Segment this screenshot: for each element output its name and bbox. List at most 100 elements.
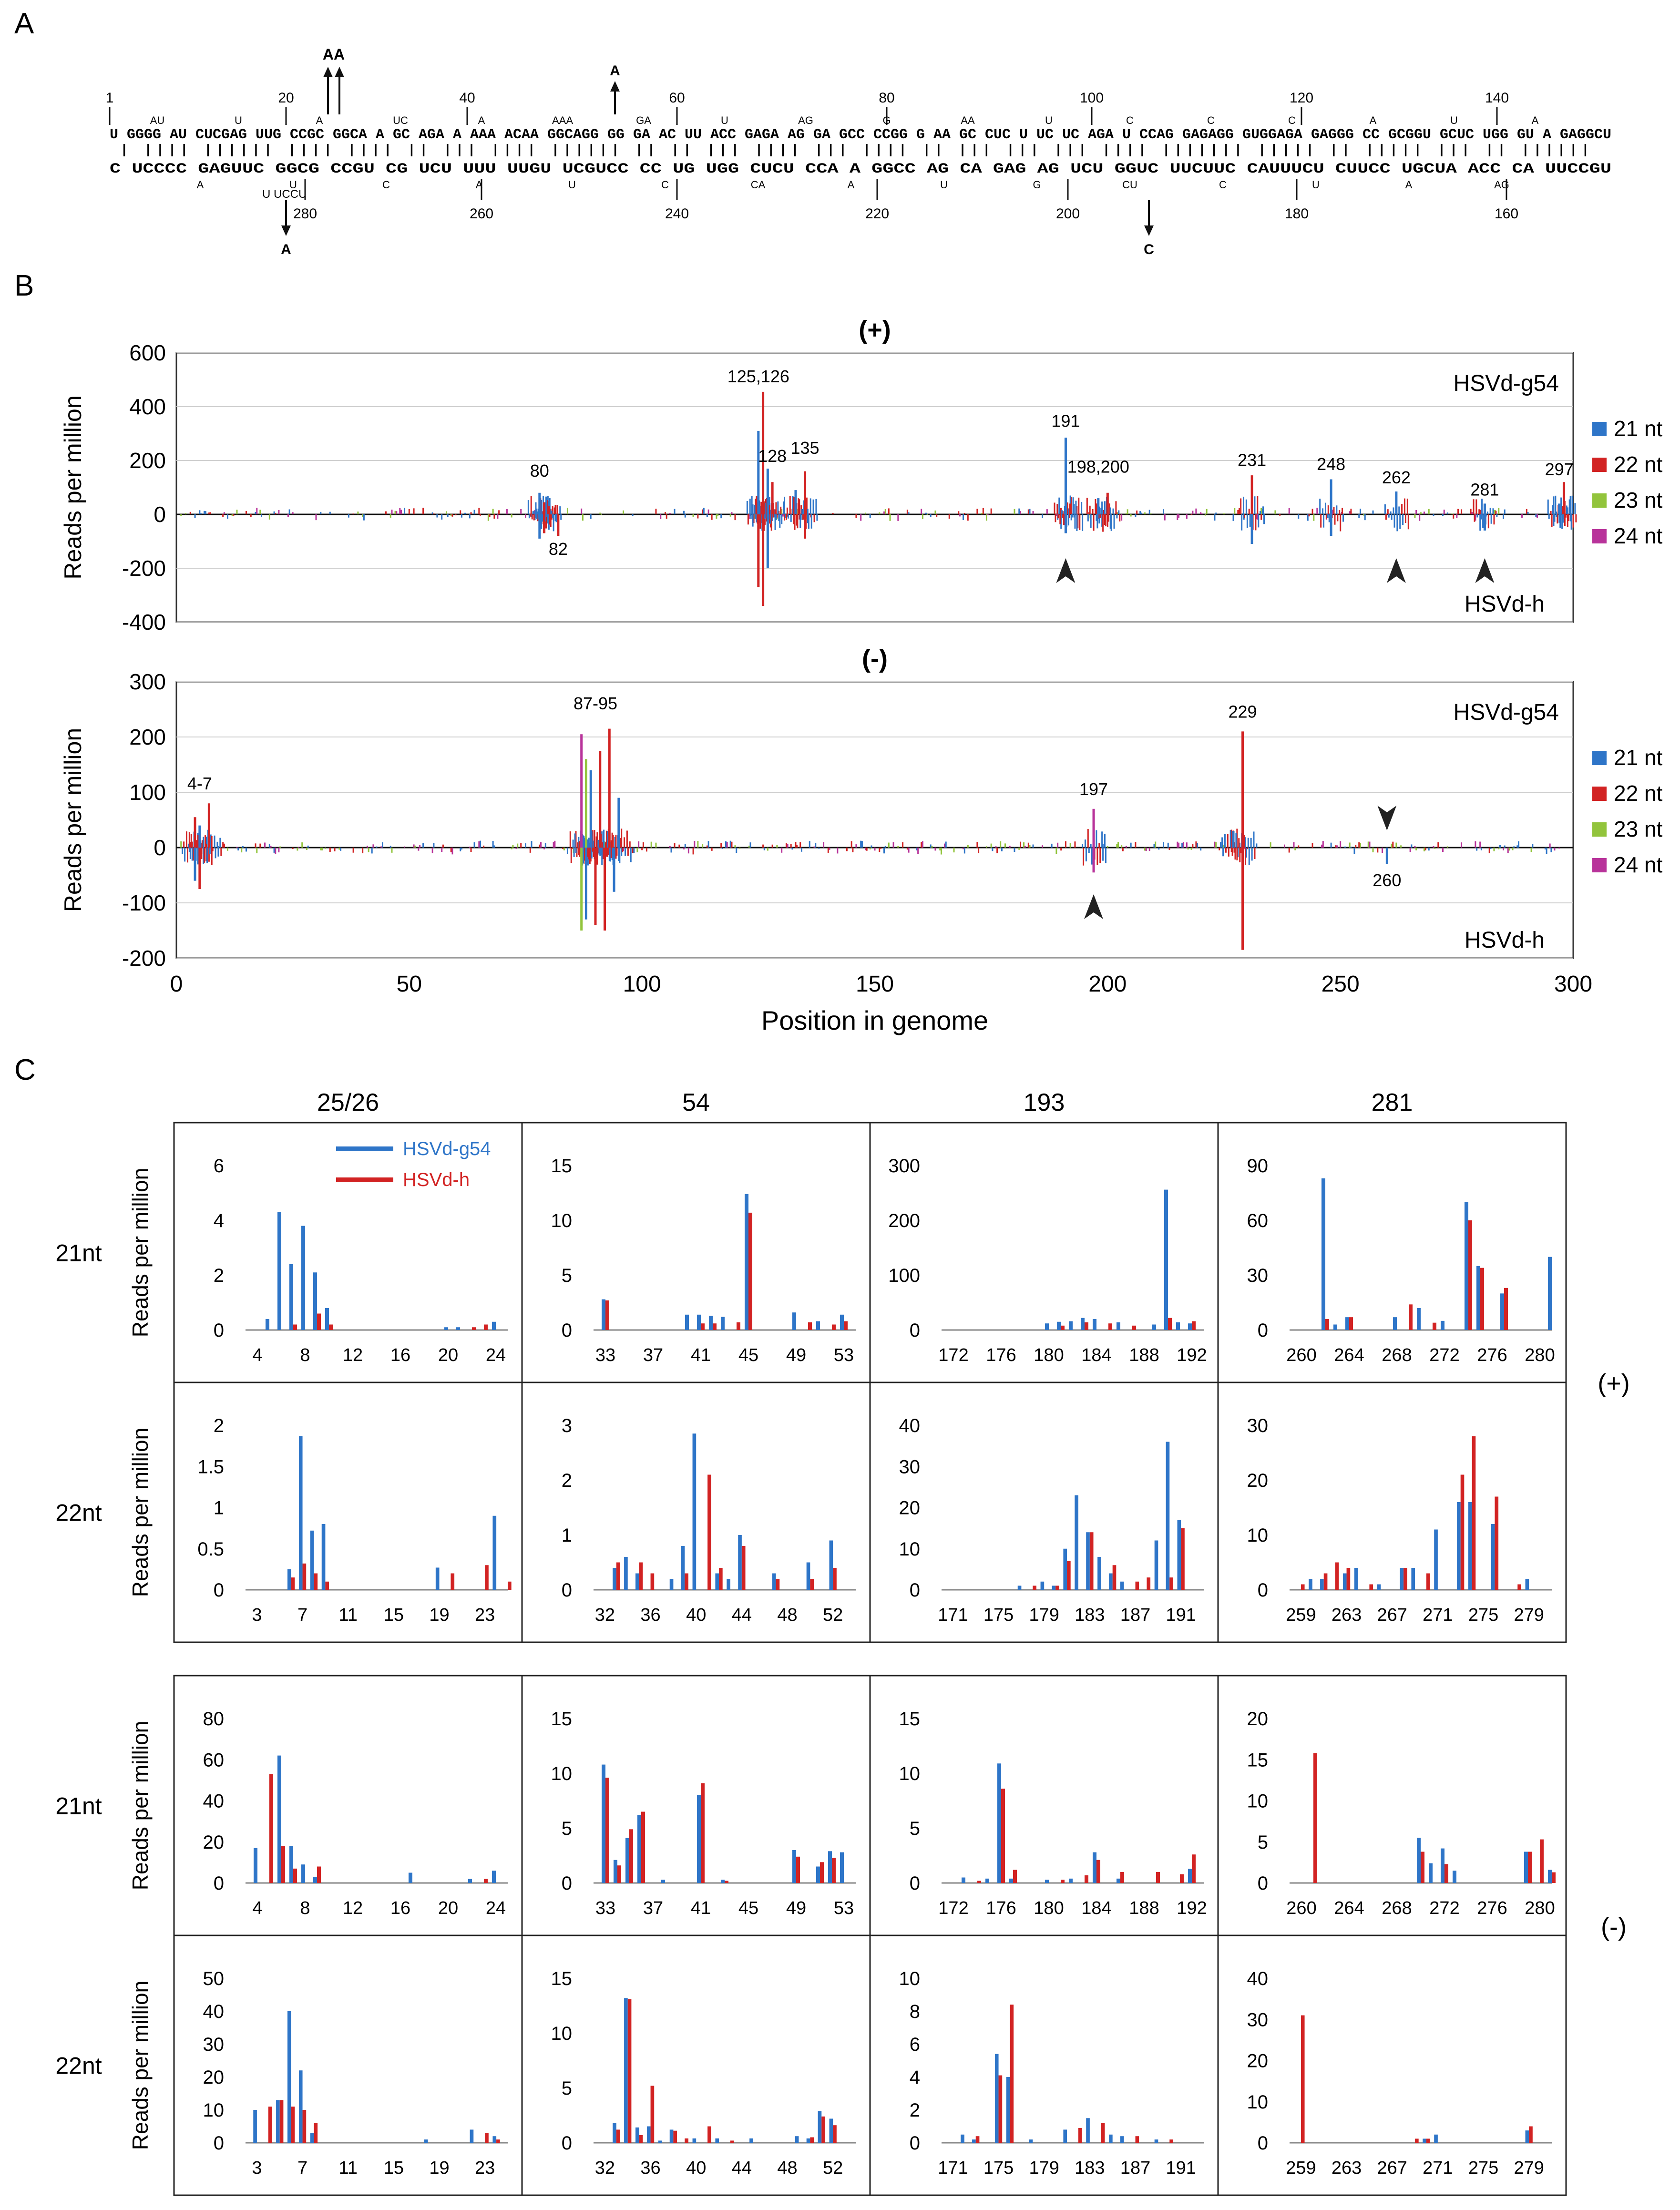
peak-annotation: 87-95 — [574, 694, 617, 713]
bar-hsvd-g54 — [1009, 1878, 1013, 1883]
bar-hsvd-h — [833, 1568, 837, 1590]
strand-title: (-) — [862, 645, 888, 673]
bar-hsvd-g54 — [1525, 1579, 1529, 1590]
bar-hsvd-g54 — [1453, 1871, 1456, 1883]
bar-hsvd-g54 — [806, 2138, 810, 2143]
y-tick-label: 80 — [203, 1709, 225, 1729]
y-tick-label: 0 — [562, 2133, 572, 2154]
bar-hsvd-g54 — [816, 1866, 820, 1883]
bar-hsvd-g54 — [492, 1515, 497, 1590]
y-tick-label: 200 — [129, 448, 166, 473]
bar-hsvd-g54 — [985, 1878, 989, 1883]
y-tick-label: 60 — [1247, 1210, 1269, 1231]
arrowhead-marker — [1386, 558, 1406, 583]
bar-hsvd-g54 — [669, 2129, 674, 2143]
top-position-number: 20 — [278, 90, 294, 106]
bar-hsvd-h — [650, 1573, 655, 1590]
bar-hsvd-h — [1301, 2015, 1305, 2143]
cell-frame — [173, 1122, 523, 1383]
cell-frame — [173, 1381, 523, 1643]
bar-hsvd-h — [1120, 1872, 1124, 1883]
bar-hsvd-h — [639, 1562, 643, 1590]
bar-hsvd-g54 — [681, 1546, 685, 1590]
bar-hsvd-g54 — [1069, 1878, 1073, 1883]
bar-hsvd-g54 — [1006, 2077, 1010, 2143]
bar-hsvd-h — [1013, 1870, 1017, 1883]
x-tick-label: 48 — [777, 1605, 797, 1625]
bar-hsvd-g54 — [997, 1763, 1001, 1883]
x-tick-label: 32 — [595, 2158, 615, 2178]
bar-hsvd-g54 — [1188, 1323, 1192, 1330]
bar-hsvd-h — [317, 1866, 321, 1883]
top-position-number: 40 — [459, 90, 475, 106]
y-tick-label: 0 — [910, 2133, 920, 2154]
x-tick-label: 172 — [938, 1898, 968, 1918]
x-tick-label: 8 — [300, 1898, 310, 1918]
x-tick-label: 275 — [1468, 2158, 1498, 2178]
bar-hsvd-g54 — [1086, 1532, 1090, 1590]
top-loop-base-label: C — [1207, 114, 1215, 126]
bar-hsvd-h — [810, 2137, 814, 2143]
bar-hsvd-g54 — [1093, 1319, 1096, 1330]
top-loop-base-label: U — [721, 114, 728, 126]
bar-hsvd-h — [832, 1858, 836, 1883]
bar-hsvd-g54 — [1081, 1318, 1085, 1330]
bar-hsvd-g54 — [1093, 1852, 1096, 1883]
x-tick-label: 184 — [1081, 1898, 1111, 1918]
y-tick-label: 15 — [1247, 1750, 1269, 1770]
x-tick-label: 53 — [834, 1345, 854, 1365]
bar-hsvd-h — [832, 1324, 836, 1330]
y-tick-label: 5 — [562, 1265, 572, 1286]
y-tick-label: 10 — [1247, 1525, 1269, 1546]
legend-label: 24 nt — [1614, 852, 1663, 877]
top-loop-base-label: GA — [636, 114, 651, 126]
legend-swatch — [1592, 858, 1607, 872]
bar-hsvd-g54 — [321, 1524, 326, 1590]
y-tick-label: -200 — [122, 556, 166, 581]
bar-hsvd-g54 — [1500, 1293, 1504, 1330]
bottom-loop-base-label: A — [848, 179, 855, 191]
bar-hsvd-h — [291, 2107, 295, 2143]
y-tick-label: 6 — [910, 2034, 920, 2055]
bar-hsvd-h — [821, 2116, 825, 2143]
panel-letter-a: A — [14, 7, 34, 40]
x-tick-label: 24 — [486, 1345, 506, 1365]
bar-hsvd-h — [844, 1321, 848, 1330]
top-position-number: 1 — [106, 90, 114, 106]
bar-hsvd-g54 — [254, 1848, 257, 1883]
strain-label-bottom: HSVd-h — [1465, 928, 1545, 953]
bar-hsvd-g54 — [1177, 1520, 1181, 1590]
bar-hsvd-h — [701, 1323, 705, 1330]
x-tick-label: 188 — [1129, 1898, 1159, 1918]
bottom-loop-label: U UCCU — [262, 188, 307, 201]
bar-hsvd-g54 — [692, 2138, 697, 2143]
bar-hsvd-g54 — [1120, 2136, 1124, 2143]
x-tick-label: 264 — [1334, 1345, 1364, 1365]
bar-hsvd-h — [293, 1324, 297, 1330]
bar-hsvd-h — [1135, 2136, 1139, 2143]
x-tick-label: 179 — [1029, 1605, 1059, 1625]
y-tick-label: 0 — [562, 1580, 572, 1601]
x-tick-label: 45 — [738, 1898, 758, 1918]
x-axis-label: Position in genome — [761, 1005, 988, 1035]
bar-hsvd-g54 — [1434, 1529, 1438, 1590]
bar-hsvd-h — [1313, 1753, 1317, 1883]
peak-annotation: 82 — [549, 539, 568, 559]
x-tick-label: 179 — [1029, 2158, 1059, 2178]
x-tick-label: 176 — [986, 1898, 1016, 1918]
bar-hsvd-h — [617, 1865, 621, 1883]
y-tick-label: -100 — [122, 890, 166, 915]
bar-hsvd-g54 — [962, 1877, 965, 1883]
bar-hsvd-g54 — [1429, 1863, 1433, 1883]
bar-hsvd-h — [1409, 1304, 1413, 1330]
cell-frame — [1217, 1122, 1567, 1383]
x-tick-label: 175 — [983, 1605, 1014, 1625]
legend-label: 22 nt — [1614, 781, 1663, 806]
bar-hsvd-g54 — [1441, 1848, 1444, 1883]
bar-hsvd-g54 — [409, 1872, 412, 1883]
bottom-loop-base-label: U — [568, 179, 576, 191]
x-tick-label: 272 — [1429, 1345, 1459, 1365]
y-tick-label: 15 — [551, 1709, 573, 1729]
y-tick-label: 1 — [214, 1498, 224, 1519]
